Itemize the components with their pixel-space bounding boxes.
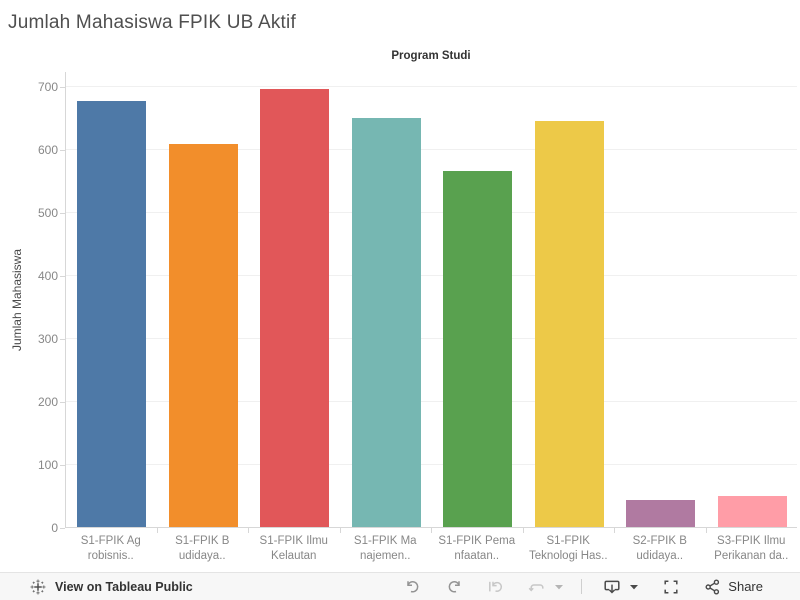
y-axis-tick	[60, 86, 65, 88]
download-icon	[602, 577, 622, 596]
y-gridline	[66, 275, 797, 277]
view-on-tableau-public-link[interactable]: View on Tableau Public	[30, 578, 193, 595]
x-axis-tick	[614, 528, 615, 533]
view-on-tableau-public-label: View on Tableau Public	[55, 579, 193, 594]
share-icon	[703, 578, 722, 596]
y-gridline	[66, 86, 797, 87]
tableau-toolbar: View on Tableau Public	[0, 572, 800, 600]
bar[interactable]	[717, 496, 787, 527]
redo-icon	[445, 578, 463, 596]
bar[interactable]	[351, 118, 421, 527]
share-label: Share	[728, 579, 763, 594]
y-gridline	[66, 401, 797, 403]
y-axis-tick	[60, 401, 65, 403]
download-caret-icon	[629, 584, 639, 590]
y-gridline	[66, 464, 797, 466]
y-tick-label: 400	[37, 268, 58, 283]
y-tick-label: 300	[37, 331, 58, 346]
y-axis-tick	[60, 149, 65, 151]
y-gridline	[66, 149, 797, 151]
plot-area	[65, 72, 797, 528]
x-axis-tick	[522, 528, 524, 533]
undo-button[interactable]	[401, 576, 425, 598]
refresh-button[interactable]	[524, 576, 567, 598]
bar[interactable]	[443, 171, 513, 527]
y-axis-tick	[60, 275, 65, 277]
y-axis-tick	[60, 212, 65, 214]
x-axis-tick	[705, 528, 707, 533]
category-label[interactable]: S1-FPIK Ma najemen..	[353, 535, 417, 562]
category-label[interactable]: S1-FPIK Pema nfaatan..	[438, 535, 516, 562]
bar[interactable]	[260, 88, 330, 527]
y-tick-label: 600	[37, 142, 58, 157]
fullscreen-icon	[662, 578, 680, 596]
category-label[interactable]: S1-FPIK Ilmu Kelautan	[259, 535, 328, 562]
chart-title: Jumlah Mahasiswa FPIK UB Aktif	[8, 12, 296, 33]
y-tick-label: 500	[37, 205, 58, 220]
x-axis-tick	[248, 528, 249, 533]
category-label[interactable]: S1-FPIK Teknologi Has..	[528, 535, 608, 562]
y-gridline	[66, 338, 797, 340]
bar[interactable]	[77, 100, 147, 527]
tableau-logo-icon	[30, 578, 46, 595]
y-gridline	[66, 212, 797, 214]
y-tick-label: 100	[37, 457, 58, 472]
fullscreen-button[interactable]	[659, 576, 683, 598]
download-button[interactable]	[599, 575, 642, 598]
category-label[interactable]: S1-FPIK Ag robisnis..	[80, 535, 141, 562]
reset-icon	[486, 578, 504, 596]
refresh-icon	[527, 578, 547, 596]
undo-icon	[404, 578, 422, 596]
toolbar-divider	[581, 579, 583, 594]
x-axis-tick	[156, 528, 158, 533]
y-tick-label: 700	[37, 79, 58, 94]
y-axis-tick	[60, 528, 65, 529]
reset-button[interactable]	[483, 576, 507, 598]
bar[interactable]	[626, 499, 696, 527]
category-label[interactable]: S3-FPIK Ilmu Perikanan da..	[714, 535, 789, 562]
y-axis-tick	[60, 464, 65, 466]
redo-button[interactable]	[442, 576, 466, 598]
y-tick-label: 0	[51, 521, 58, 535]
column-field-label: Program Studi	[391, 50, 471, 62]
refresh-caret-icon	[554, 584, 564, 590]
bar[interactable]	[168, 144, 238, 527]
share-button[interactable]: Share	[700, 576, 766, 598]
bar[interactable]	[534, 120, 604, 527]
x-axis-tick	[339, 528, 341, 533]
y-tick-label: 200	[37, 394, 58, 409]
y-axis-tick	[60, 338, 65, 340]
x-axis-tick	[431, 528, 432, 533]
